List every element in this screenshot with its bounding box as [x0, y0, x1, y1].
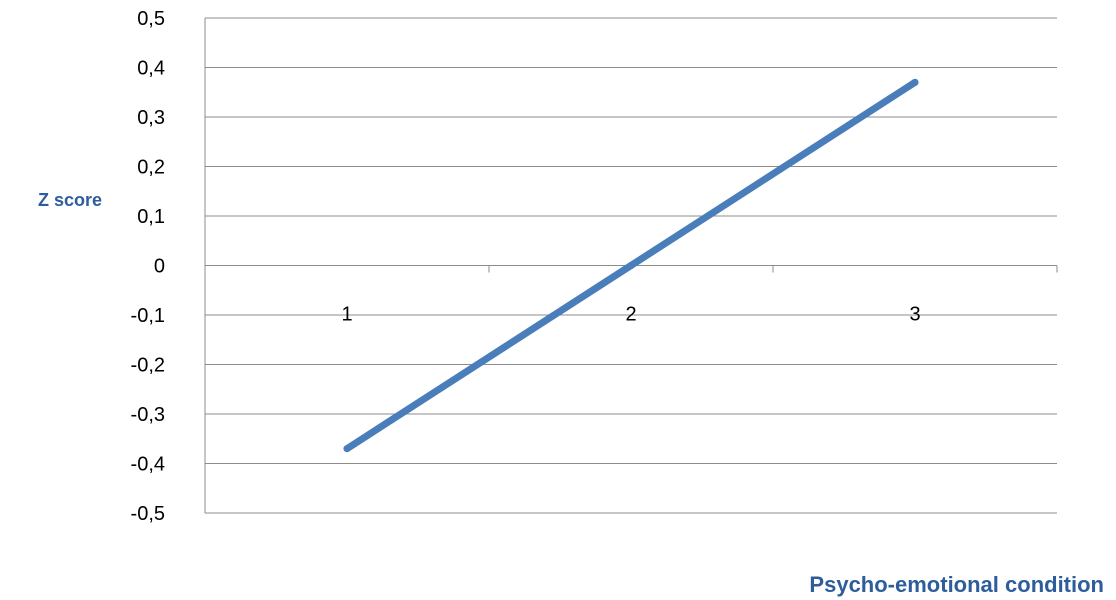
y-tick-label: 0,3 [137, 107, 165, 129]
y-tick-label: 0,1 [137, 206, 165, 228]
data-point [627, 262, 635, 269]
gridlines [205, 17, 1057, 514]
y-axis-tick-labels: 0,5 0,4 0,3 0,2 0,1 0 -0,1 -0,2 -0,3 -0,4 -0,5 [131, 8, 165, 525]
x-axis-tick-labels: 1 2 3 [341, 304, 920, 326]
y-tick-label: 0,4 [137, 58, 165, 80]
y-tick-label: 0,2 [137, 157, 165, 179]
series [343, 78, 919, 453]
x-axis-title: Psycho-emotional condition [809, 572, 1104, 597]
data-point [911, 78, 919, 86]
y-tick-label: -0,3 [131, 404, 165, 426]
x-tick-label: 3 [909, 304, 920, 326]
x-tick-label: 2 [625, 304, 636, 326]
y-tick-label: -0,1 [131, 305, 165, 327]
data-point [343, 445, 351, 453]
y-tick-label: -0,2 [131, 355, 165, 377]
y-tick-label: -0,5 [131, 503, 165, 525]
y-tick-label: -0,4 [131, 454, 165, 476]
y-axis-title: Z score [38, 190, 102, 210]
y-tick-label: 0 [154, 256, 165, 278]
x-tick-label: 1 [341, 304, 352, 326]
y-tick-label: 0,5 [137, 8, 165, 30]
